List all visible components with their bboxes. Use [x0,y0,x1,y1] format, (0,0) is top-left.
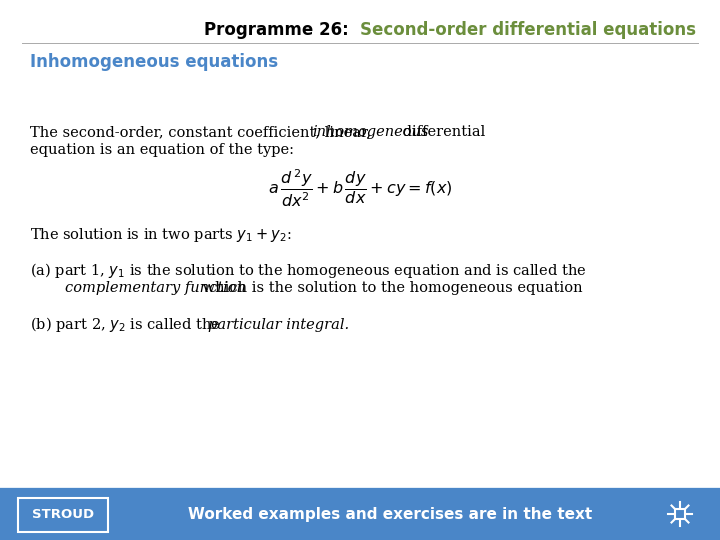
Text: $a\,\dfrac{d^{\,2}y}{dx^2}+b\,\dfrac{dy}{dx}+cy = f(x)$: $a\,\dfrac{d^{\,2}y}{dx^2}+b\,\dfrac{dy}… [268,167,452,208]
Text: complementary function: complementary function [65,281,246,295]
Text: The solution is in two parts $y_1 + y_2$:: The solution is in two parts $y_1 + y_2$… [30,226,292,244]
FancyBboxPatch shape [18,498,108,532]
Text: Programme 26:: Programme 26: [204,21,360,39]
Text: which is the solution to the homogeneous equation: which is the solution to the homogeneous… [198,281,582,295]
Text: STROUD: STROUD [32,508,94,521]
Text: inhomogeneous: inhomogeneous [312,125,428,139]
Text: The second-order, constant coefficient, linear,: The second-order, constant coefficient, … [30,125,376,139]
FancyBboxPatch shape [0,488,720,540]
FancyBboxPatch shape [675,509,685,519]
Text: particular integral.: particular integral. [208,318,349,332]
Text: differential: differential [398,125,485,139]
Text: Second-order differential equations: Second-order differential equations [360,21,696,39]
Text: (a) part 1, $y_1$ is the solution to the homogeneous equation and is called the: (a) part 1, $y_1$ is the solution to the… [30,260,587,280]
Text: equation is an equation of the type:: equation is an equation of the type: [30,143,294,157]
Text: Inhomogeneous equations: Inhomogeneous equations [30,53,278,71]
Text: Worked examples and exercises are in the text: Worked examples and exercises are in the… [188,507,592,522]
Text: (b) part 2, $y_2$ is called the: (b) part 2, $y_2$ is called the [30,315,222,334]
